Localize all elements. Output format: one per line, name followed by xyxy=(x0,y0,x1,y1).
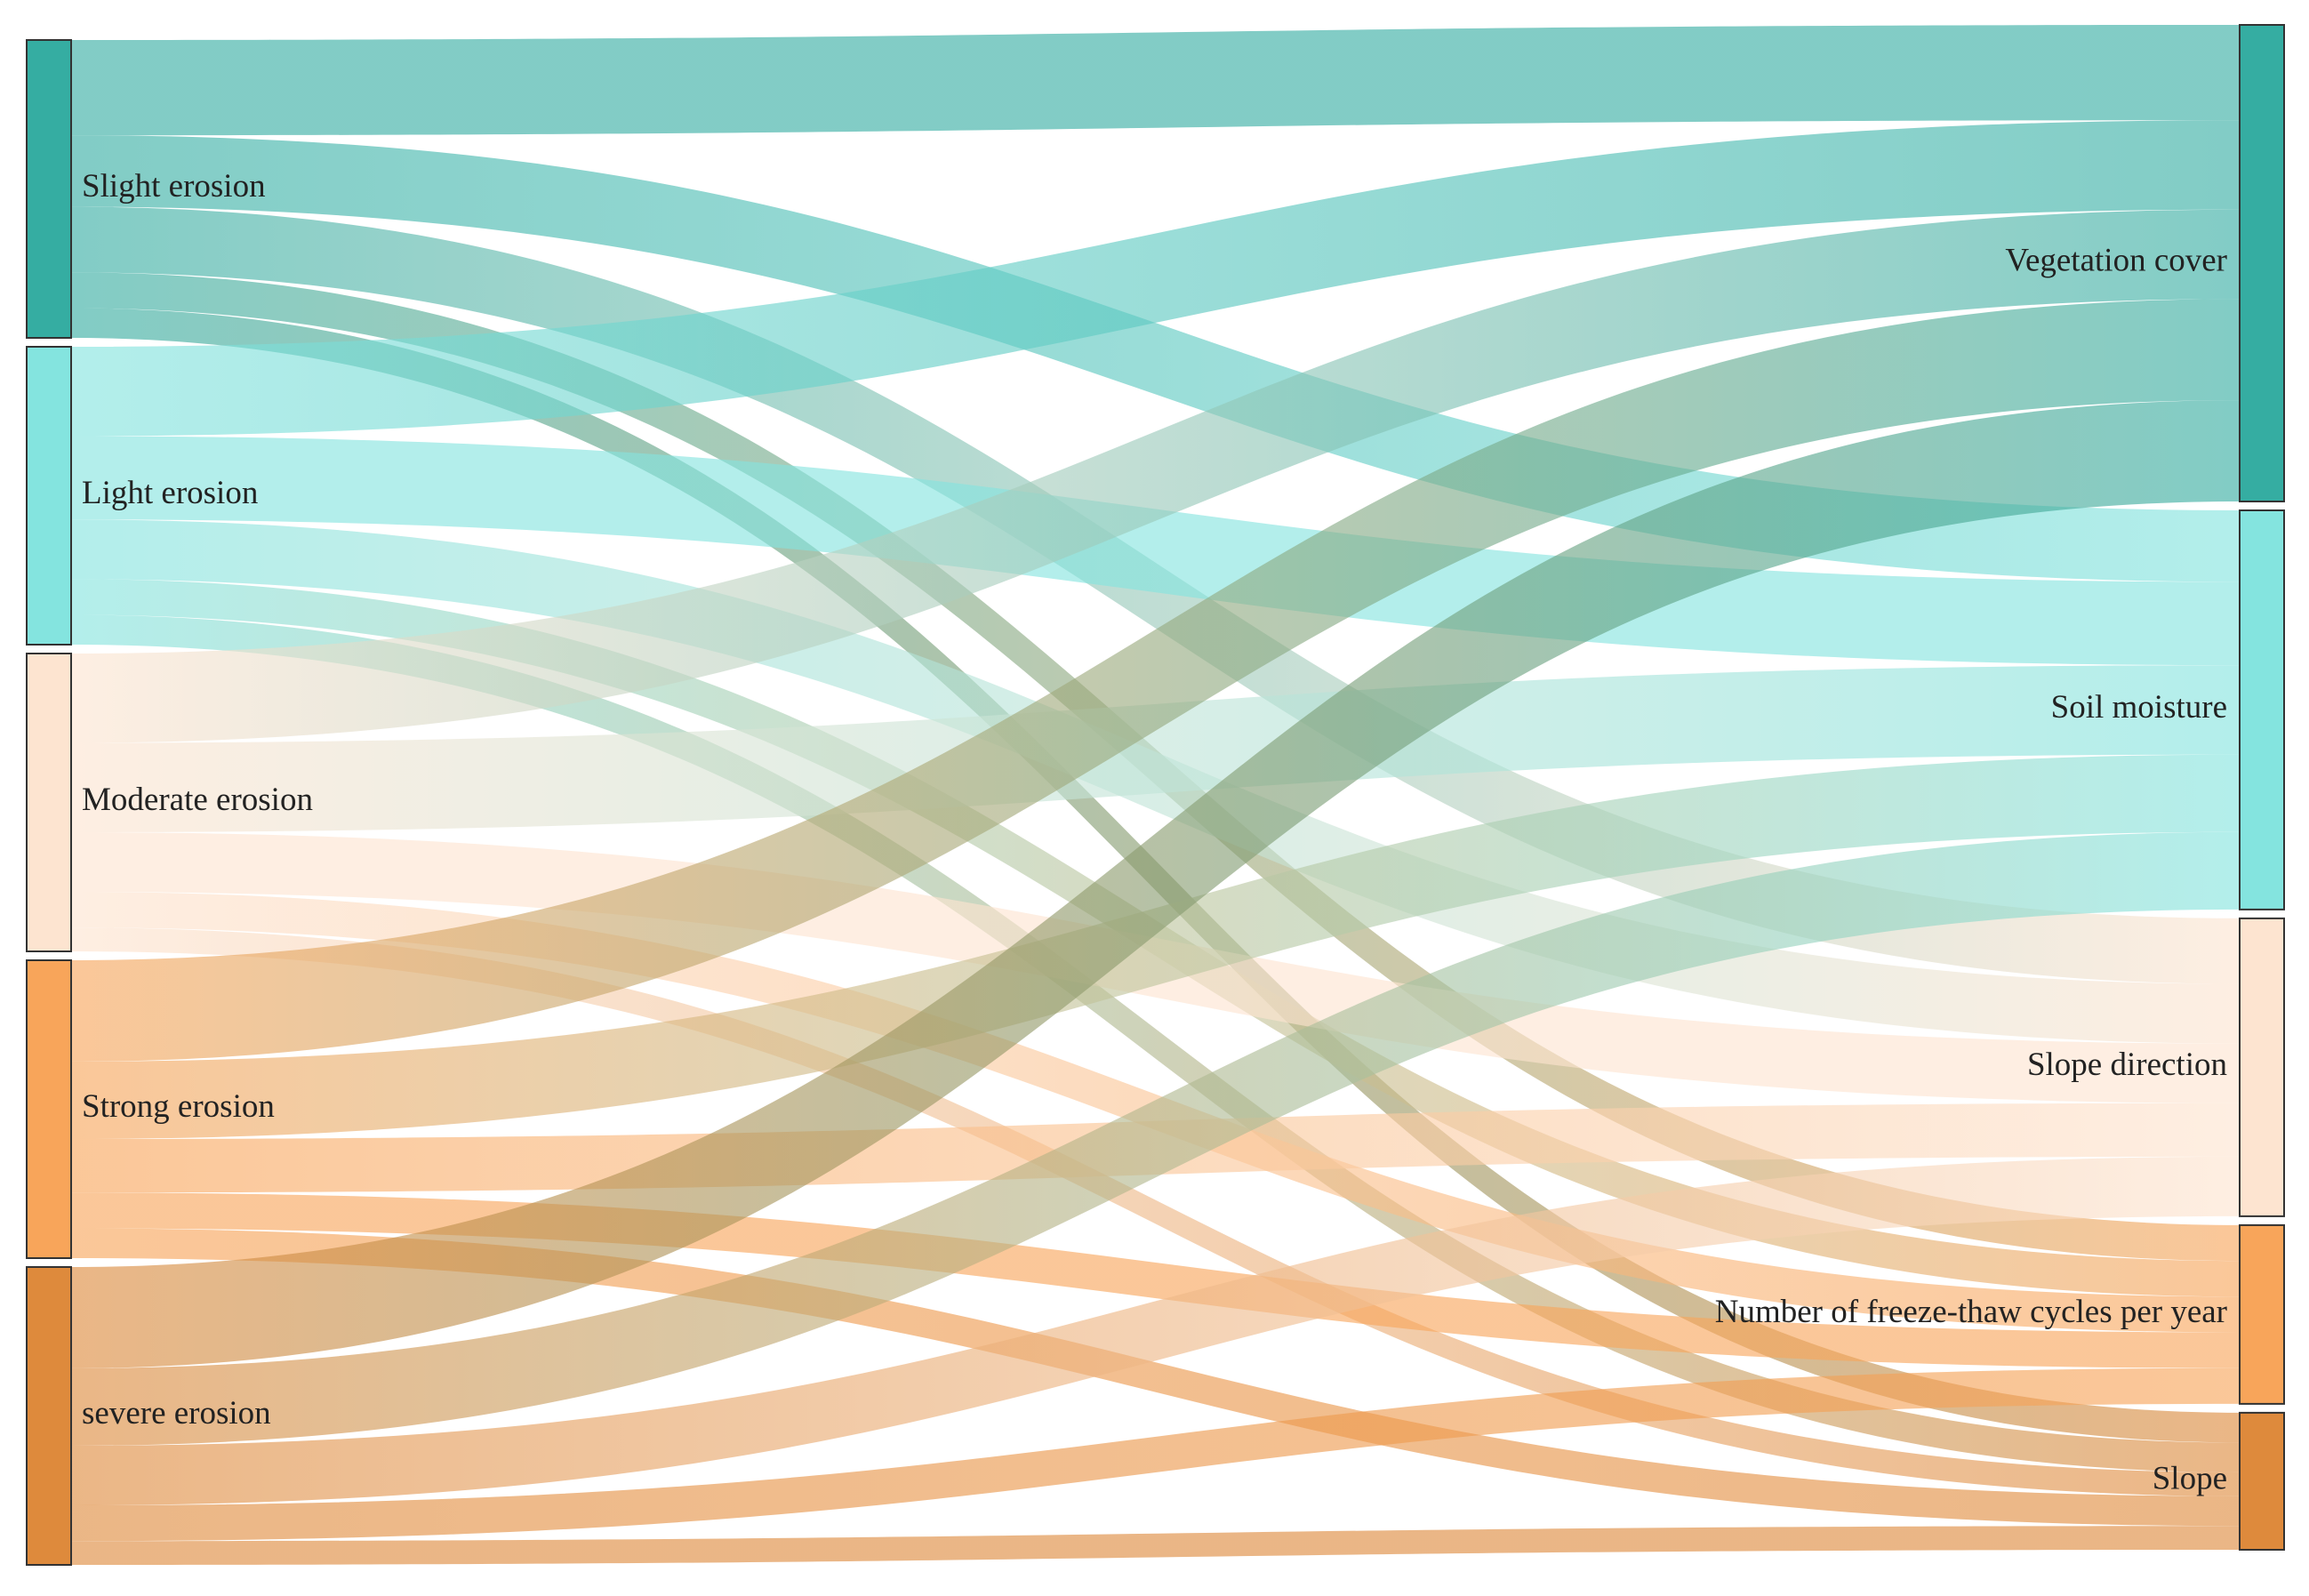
link xyxy=(71,1367,2240,1542)
node xyxy=(2239,917,2285,1217)
link xyxy=(71,831,2240,1446)
link xyxy=(71,1526,2240,1565)
node xyxy=(2239,1411,2285,1552)
link xyxy=(71,927,2240,1496)
link xyxy=(71,135,2240,582)
link xyxy=(71,209,2240,743)
node xyxy=(26,1266,72,1566)
link xyxy=(71,206,2240,984)
nodes: Slight erosion Light erosion Moderate eros… xyxy=(26,24,2285,1566)
node xyxy=(26,653,72,952)
links xyxy=(71,25,2240,1565)
link xyxy=(71,25,2240,136)
node-label: Moderate erosion xyxy=(82,782,313,818)
link xyxy=(71,614,2240,1472)
node-label: severe erosion xyxy=(82,1395,271,1432)
node-label: Number of freeze-thaw cycles per year xyxy=(1715,1294,2227,1330)
node xyxy=(26,959,72,1259)
link xyxy=(71,299,2240,1062)
link xyxy=(71,665,2240,832)
node xyxy=(2239,24,2285,502)
node xyxy=(26,346,72,646)
link xyxy=(71,1156,2240,1505)
node-label: Vegetation cover xyxy=(2005,242,2227,278)
link xyxy=(71,436,2240,666)
node-label: Light erosion xyxy=(82,475,258,511)
node-label: Slope xyxy=(2153,1460,2227,1496)
link xyxy=(71,1228,2240,1527)
node-label: Slope direction xyxy=(2027,1047,2227,1083)
node xyxy=(2239,1223,2285,1405)
node-label: Strong erosion xyxy=(82,1088,275,1125)
node-label: Slight erosion xyxy=(82,168,266,205)
link xyxy=(71,120,2240,437)
link xyxy=(71,754,2240,1139)
link xyxy=(71,400,2240,1368)
node xyxy=(2239,509,2285,910)
node xyxy=(26,39,72,339)
node-label: Soil moisture xyxy=(2051,689,2227,726)
